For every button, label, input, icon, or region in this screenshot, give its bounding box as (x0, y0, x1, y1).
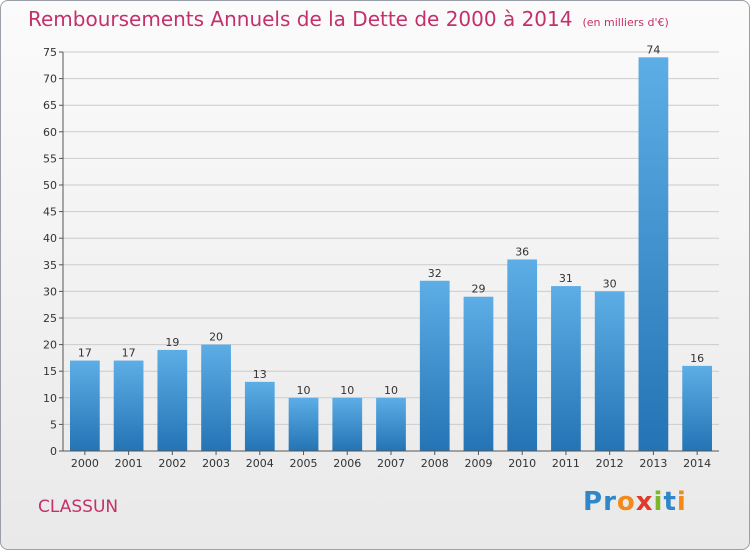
bar (419, 280, 450, 451)
y-tick-label: 20 (43, 339, 57, 352)
bar (157, 349, 188, 451)
bar (332, 397, 363, 451)
data-label: 74 (646, 43, 660, 56)
bar (594, 291, 625, 451)
logo-letter: i (676, 487, 687, 517)
data-label: 19 (165, 336, 179, 349)
data-label: 29 (471, 283, 485, 296)
place-name: CLASSUN (38, 497, 119, 517)
chart-title-text: Remboursements Annuels de la Dette de 20… (28, 7, 573, 31)
data-label: 10 (384, 384, 398, 397)
x-tick-label: 2005 (290, 457, 318, 470)
labels: 0 5 10 15 20 25 30 35 40 45 50 55 60 65 70 75 17 2000 17 20… (43, 43, 711, 470)
bar (638, 57, 669, 451)
y-tick-label: 5 (50, 418, 57, 431)
y-tick-label: 65 (43, 99, 57, 112)
x-tick-label: 2000 (71, 457, 99, 470)
logo-letter: r (603, 487, 617, 517)
y-tick-label: 60 (43, 126, 57, 139)
y-tick-label: 70 (43, 73, 57, 86)
x-tick-label: 2003 (202, 457, 230, 470)
data-label: 31 (559, 272, 573, 285)
x-tick-label: 2012 (596, 457, 624, 470)
bar (682, 365, 713, 451)
logo-letter: t (663, 487, 677, 517)
x-tick-label: 2013 (639, 457, 667, 470)
bar (113, 360, 144, 451)
bar (507, 259, 538, 451)
x-tick-label: 2011 (552, 457, 580, 470)
data-label: 17 (78, 347, 92, 360)
x-tick-label: 2002 (158, 457, 186, 470)
data-label: 10 (340, 384, 354, 397)
x-tick-label: 2007 (377, 457, 405, 470)
y-tick-label: 55 (43, 152, 57, 165)
y-tick-label: 35 (43, 259, 57, 272)
x-tick-label: 2010 (508, 457, 536, 470)
bar (463, 296, 494, 451)
logo-letter: x (635, 487, 654, 517)
x-tick-label: 2009 (464, 457, 492, 470)
logo-letter: i (653, 487, 664, 517)
data-label: 20 (209, 331, 223, 344)
chart-unit: (en milliers d'€) (582, 16, 669, 29)
y-tick-label: 10 (43, 392, 57, 405)
y-tick-label: 25 (43, 312, 57, 325)
y-tick-label: 45 (43, 206, 57, 219)
data-label: 13 (253, 368, 267, 381)
y-tick-label: 15 (43, 365, 57, 378)
y-tick-label: 30 (43, 285, 57, 298)
x-tick-label: 2008 (421, 457, 449, 470)
bars (69, 57, 713, 451)
logo-letter: P (583, 487, 604, 517)
y-tick-label: 75 (43, 46, 57, 59)
data-label: 10 (297, 384, 311, 397)
bar (244, 381, 275, 451)
bar (551, 286, 581, 451)
bar (69, 360, 100, 451)
x-tick-label: 2014 (683, 457, 711, 470)
bar (201, 344, 231, 451)
proxiti-logo: Proxiti (583, 487, 687, 517)
data-label: 30 (603, 277, 617, 290)
y-tick-label: 40 (43, 232, 57, 245)
data-label: 36 (515, 245, 529, 258)
y-tick-label: 50 (43, 179, 57, 192)
bar (288, 397, 319, 451)
chart-title: Remboursements Annuels de la Dette de 20… (28, 7, 669, 31)
x-tick-label: 2004 (246, 457, 274, 470)
data-label: 32 (428, 267, 442, 280)
x-tick-label: 2006 (333, 457, 361, 470)
axes (59, 51, 719, 455)
logo-letter: o (616, 487, 636, 517)
data-label: 16 (690, 352, 704, 365)
x-tick-label: 2001 (115, 457, 143, 470)
y-tick-label: 0 (50, 445, 57, 458)
data-label: 17 (122, 347, 136, 360)
bar (376, 397, 406, 451)
